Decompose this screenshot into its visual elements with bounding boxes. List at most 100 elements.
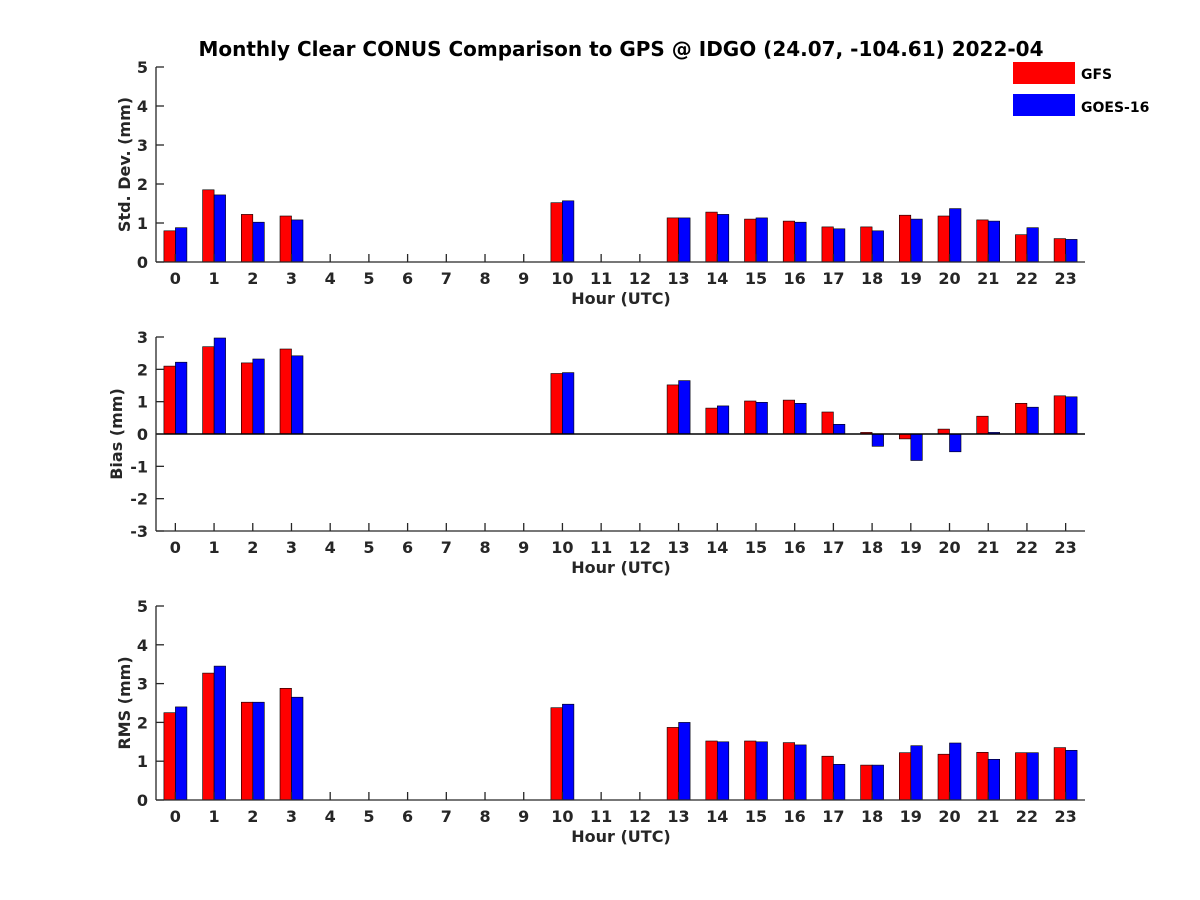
x-tick-label: 5 <box>363 538 374 557</box>
x-tick-label: 10 <box>551 807 573 826</box>
x-tick-label: 12 <box>629 538 651 557</box>
x-tick-label: 16 <box>784 538 806 557</box>
rms-mm-axis-label: RMS (mm) <box>115 656 134 749</box>
bar-goes-16-hour-20 <box>949 742 962 801</box>
bar-goes-16-hour-1 <box>213 194 226 263</box>
x-tick-label: 13 <box>667 269 689 288</box>
bar-gfs-hour-15 <box>744 218 757 263</box>
y-tick-label: 5 <box>137 58 148 77</box>
y-tick-label: 0 <box>137 791 148 810</box>
bar-goes-16-hour-15 <box>755 217 768 263</box>
bar-gfs-hour-15 <box>744 740 757 801</box>
x-tick-label: 19 <box>900 269 922 288</box>
y-tick-label: 5 <box>137 597 148 616</box>
y-tick-label: 0 <box>137 425 148 444</box>
x-tick-label: 17 <box>822 269 844 288</box>
bar-goes-16-hour-2 <box>252 701 265 801</box>
bar-goes-16-hour-0 <box>175 361 188 435</box>
bar-goes-16-hour-16 <box>794 402 807 435</box>
y-tick-label: 2 <box>137 713 148 732</box>
x-tick-label: 3 <box>286 807 297 826</box>
x-tick-label: 18 <box>861 269 883 288</box>
x-tick-label: 2 <box>247 538 258 557</box>
bar-gfs-hour-17 <box>821 226 834 263</box>
bar-gfs-hour-0 <box>163 230 176 263</box>
bar-goes-16-hour-13 <box>678 217 691 263</box>
x-tick-label: 19 <box>900 807 922 826</box>
bar-gfs-hour-17 <box>821 411 834 435</box>
x-axis-label: Hour (UTC) <box>571 827 671 846</box>
bar-goes-16-hour-13 <box>678 722 691 801</box>
x-tick-label: 4 <box>325 538 336 557</box>
y-tick-label: -1 <box>130 457 148 476</box>
x-tick-label: 22 <box>1016 807 1038 826</box>
bar-goes-16-hour-14 <box>716 405 730 435</box>
bar-goes-16-hour-2 <box>252 221 265 263</box>
bar-goes-16-hour-10 <box>562 372 575 435</box>
x-tick-label: 4 <box>325 269 336 288</box>
x-tick-label: 20 <box>938 807 960 826</box>
bar-gfs-hour-14 <box>705 211 718 263</box>
bar-gfs-hour-16 <box>782 220 796 263</box>
y-tick-label: 1 <box>137 214 148 233</box>
bar-goes-16-hour-3 <box>291 355 304 435</box>
bar-gfs-hour-2 <box>241 362 254 435</box>
bar-goes-16-hour-21 <box>987 758 1001 801</box>
bias-mm-axis-label: Bias (mm) <box>107 388 126 480</box>
bar-gfs-hour-23 <box>1053 395 1066 435</box>
bar-gfs-hour-20 <box>937 215 950 263</box>
std-dev-mm-axis-label: Std. Dev. (mm) <box>115 97 134 232</box>
x-tick-label: 14 <box>706 807 728 826</box>
bar-gfs-hour-20 <box>937 753 950 801</box>
x-tick-label: 1 <box>208 538 219 557</box>
x-tick-label: 23 <box>1055 269 1077 288</box>
bar-goes-16-hour-22 <box>1026 406 1039 435</box>
x-tick-label: 8 <box>479 269 490 288</box>
y-tick-label: 4 <box>137 636 148 655</box>
chart-title: Monthly Clear CONUS Comparison to GPS @ … <box>198 37 1043 61</box>
x-tick-label: 17 <box>822 807 844 826</box>
bar-gfs-hour-16 <box>782 742 796 801</box>
x-tick-label: 20 <box>938 269 960 288</box>
x-tick-label: 6 <box>402 269 413 288</box>
x-tick-label: 5 <box>363 807 374 826</box>
bar-goes-16-hour-21 <box>987 220 1001 263</box>
x-tick-label: 16 <box>784 807 806 826</box>
bar-goes-16-hour-3 <box>291 219 304 263</box>
bar-goes-16-hour-16 <box>794 744 807 801</box>
bar-gfs-hour-22 <box>1015 402 1028 435</box>
x-tick-label: 12 <box>629 807 651 826</box>
x-tick-label: 21 <box>977 269 999 288</box>
x-tick-label: 11 <box>590 807 612 826</box>
bar-goes-16-hour-19 <box>910 218 923 263</box>
bar-gfs-hour-16 <box>782 399 796 435</box>
x-tick-label: 18 <box>861 538 883 557</box>
bar-goes-16-hour-20 <box>949 208 962 263</box>
x-tick-label: 13 <box>667 538 689 557</box>
bar-gfs-hour-3 <box>279 215 292 263</box>
bar-goes-16-hour-0 <box>175 706 188 801</box>
bar-gfs-hour-1 <box>202 346 215 435</box>
x-tick-label: 15 <box>745 538 767 557</box>
bar-gfs-hour-22 <box>1015 752 1028 801</box>
bar-gfs-hour-23 <box>1053 238 1066 263</box>
x-axis-label: Hour (UTC) <box>571 558 671 577</box>
bar-gfs-hour-15 <box>744 400 757 435</box>
bar-goes-16-hour-17 <box>833 423 846 435</box>
bar-goes-16-hour-22 <box>1026 227 1039 263</box>
bar-gfs-hour-0 <box>163 712 176 801</box>
x-tick-label: 17 <box>822 538 844 557</box>
x-tick-label: 15 <box>745 807 767 826</box>
legend-label-gfs: GFS <box>1081 67 1112 83</box>
x-axis-label: Hour (UTC) <box>571 289 671 308</box>
bar-gfs-hour-1 <box>202 189 215 263</box>
bar-gfs-hour-14 <box>705 407 718 435</box>
y-tick-label: -2 <box>130 490 148 509</box>
x-tick-label: 22 <box>1016 538 1038 557</box>
x-tick-label: 23 <box>1055 807 1077 826</box>
x-tick-label: 2 <box>247 269 258 288</box>
x-tick-label: 3 <box>286 538 297 557</box>
bar-gfs-hour-18 <box>860 764 873 801</box>
bar-gfs-hour-21 <box>976 219 989 263</box>
